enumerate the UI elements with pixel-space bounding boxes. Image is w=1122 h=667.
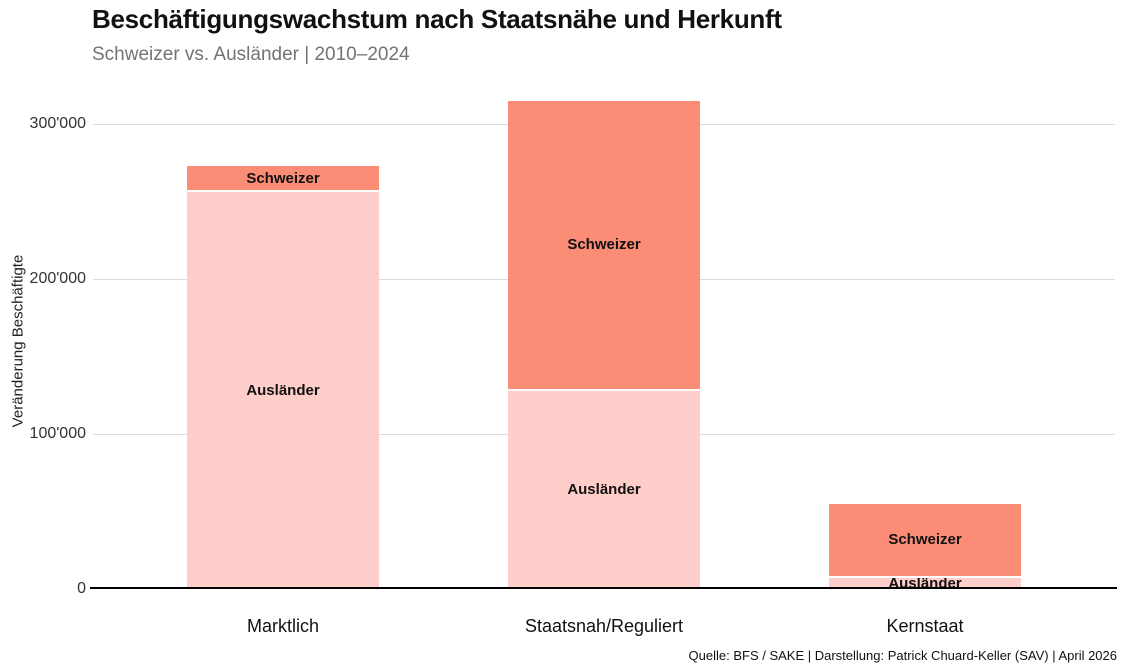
y-tick-label: 100'000 <box>29 425 86 442</box>
segment-label: Schweizer <box>567 236 641 254</box>
y-tick-label: 300'000 <box>29 115 86 132</box>
chart-subtitle: Schweizer vs. Ausländer | 2010–2024 <box>92 44 410 65</box>
y-tick-label: 0 <box>77 580 86 597</box>
y-tick-label: 200'000 <box>29 270 86 287</box>
segment-label: Schweizer <box>888 531 962 549</box>
chart-title: Beschäftigungswachstum nach Staatsnähe u… <box>92 4 782 34</box>
segment-label: Schweizer <box>246 169 320 187</box>
x-axis-label: Staatsnah/Reguliert <box>524 616 684 636</box>
bar-segment-schweizer: Schweizer <box>187 165 379 193</box>
bar-segment-auslnder: Ausländer <box>508 390 700 589</box>
segment-label: Ausländer <box>567 481 641 499</box>
bar-segment-schweizer: Schweizer <box>508 100 700 391</box>
bar-segment-auslnder: Ausländer <box>187 192 379 589</box>
segment-label: Ausländer <box>246 382 320 400</box>
x-axis-label: Kernstaat <box>886 616 964 636</box>
x-axis-line <box>90 587 1117 589</box>
source-note: Quelle: BFS / SAKE | Darstellung: Patric… <box>688 648 1117 663</box>
x-axis-label: Marktlich <box>246 616 319 636</box>
bar-segment-schweizer: Schweizer <box>829 503 1021 579</box>
